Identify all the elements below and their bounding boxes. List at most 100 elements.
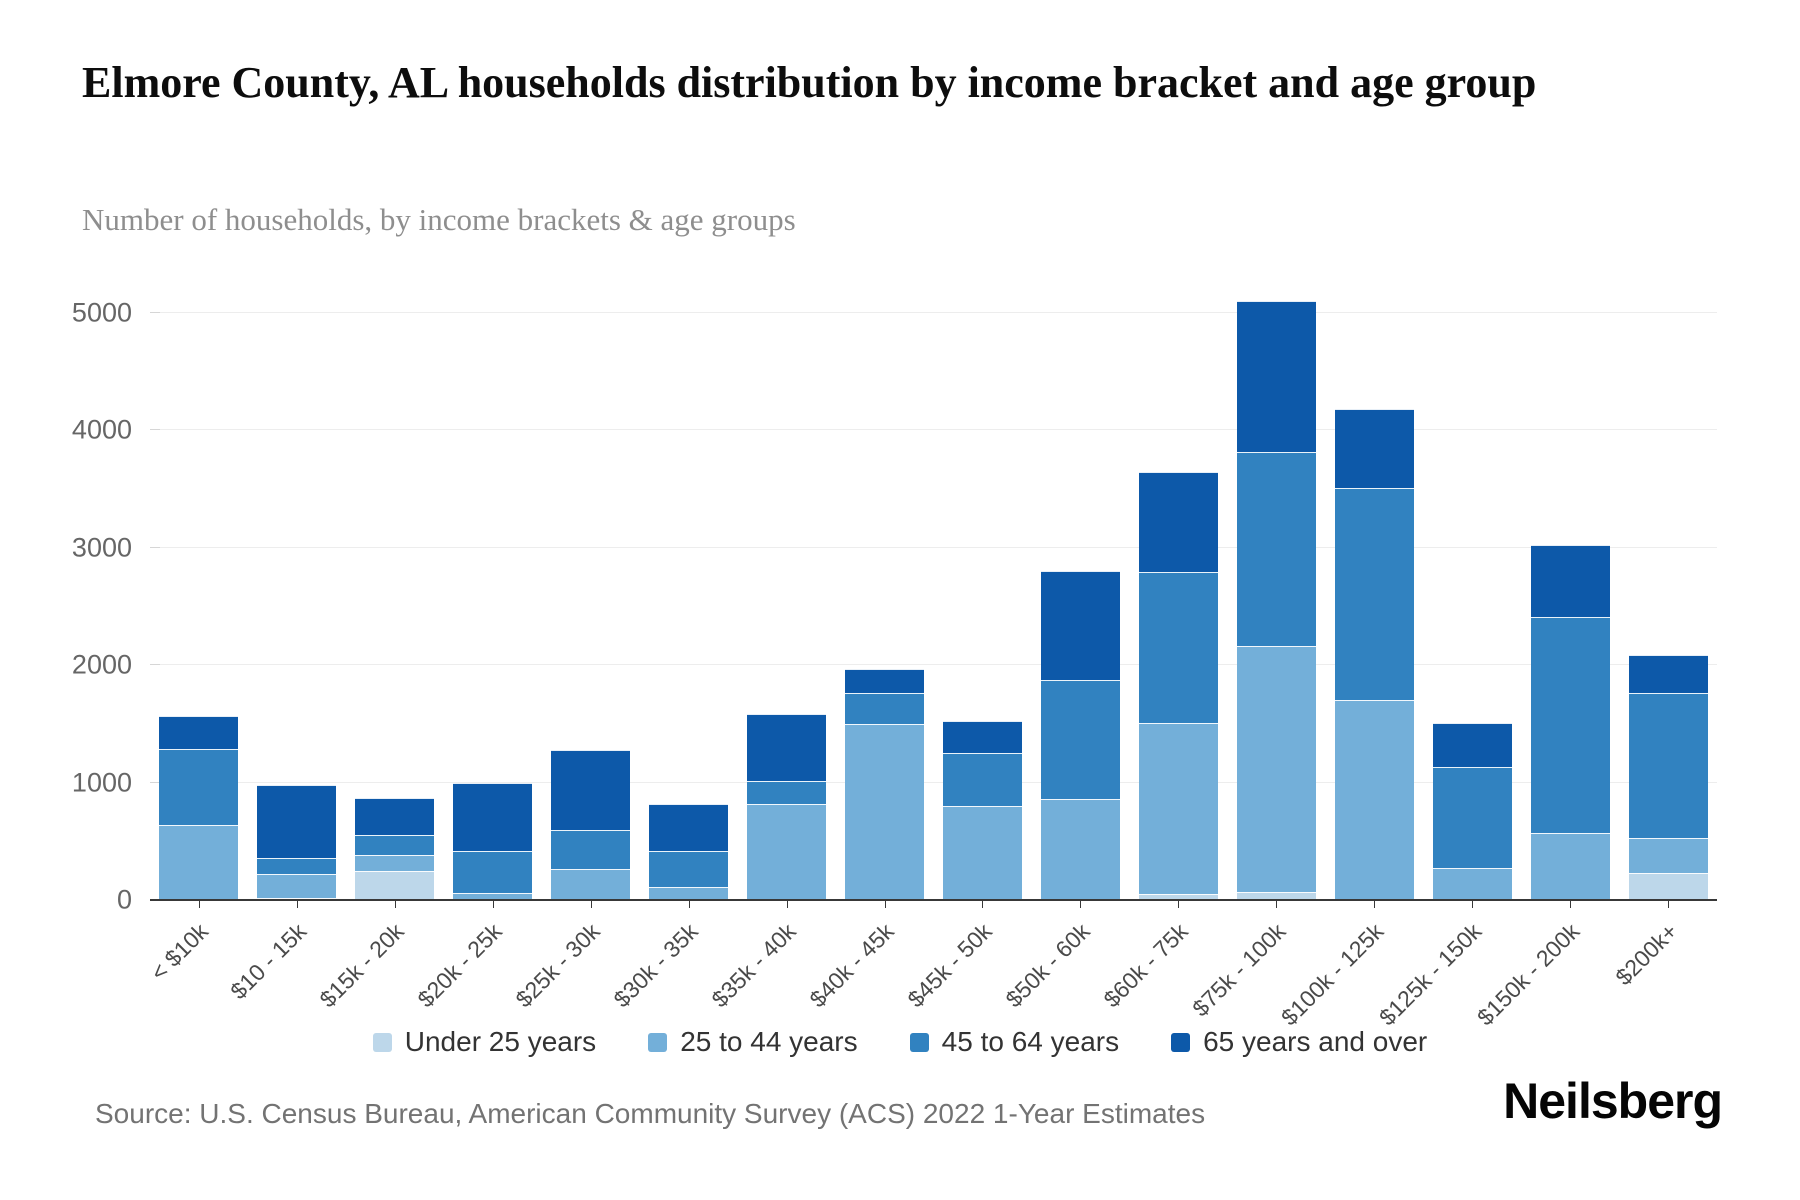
- bar-segment[interactable]: [551, 829, 631, 869]
- x-axis-tick: [1374, 900, 1376, 908]
- bar-segment[interactable]: [1628, 692, 1708, 838]
- legend-label: 25 to 44 years: [680, 1026, 858, 1057]
- bar-segment[interactable]: [1236, 300, 1316, 453]
- bar-25k-30k: [551, 749, 631, 900]
- bar-segment[interactable]: [159, 715, 239, 750]
- x-axis-label: $100k - 125k: [1276, 918, 1389, 1031]
- gridline-y-2000: [150, 664, 1717, 665]
- bar-segment[interactable]: [845, 668, 925, 694]
- x-axis-tick: [982, 900, 984, 908]
- x-axis-label: $60k - 75k: [1098, 918, 1193, 1013]
- bar-40k-45k: [845, 668, 925, 900]
- bar-segment[interactable]: [1530, 833, 1610, 900]
- bar-segment[interactable]: [1138, 472, 1218, 573]
- bar-45k-50k: [942, 721, 1022, 900]
- bar-segment[interactable]: [1236, 452, 1316, 647]
- bar-segment[interactable]: [1432, 868, 1512, 900]
- bar-10-15k: [257, 784, 337, 900]
- bar-segment[interactable]: [1236, 646, 1316, 892]
- bar-segment[interactable]: [355, 855, 435, 871]
- bar-segment[interactable]: [1530, 545, 1610, 617]
- bar-segment[interactable]: [942, 721, 1022, 754]
- bar-segment[interactable]: [649, 887, 729, 900]
- y-axis-tick: [150, 781, 160, 783]
- bar-segment[interactable]: [1628, 872, 1708, 900]
- bar-segment[interactable]: [1040, 798, 1120, 900]
- bar-segment[interactable]: [747, 781, 827, 805]
- bar-segment[interactable]: [453, 850, 533, 893]
- x-axis-label: $200k+: [1610, 918, 1683, 991]
- bar-segment[interactable]: [649, 851, 729, 888]
- bar-segment[interactable]: [1628, 837, 1708, 873]
- x-axis-tick: [1276, 900, 1278, 908]
- bar-segment[interactable]: [257, 874, 337, 898]
- bar-segment[interactable]: [1432, 722, 1512, 768]
- x-axis-tick: [1472, 900, 1474, 908]
- bar-150k-200k: [1530, 545, 1610, 900]
- x-axis-tick: [492, 900, 494, 908]
- y-axis-tick: [150, 311, 160, 313]
- y-axis-tick: [150, 546, 160, 548]
- source-note: Source: U.S. Census Bureau, American Com…: [95, 1098, 1206, 1129]
- x-axis-label: $20k - 25k: [412, 918, 508, 1013]
- bar-segment[interactable]: [453, 782, 533, 851]
- x-axis-label: $150k - 200k: [1472, 918, 1585, 1031]
- bar-segment[interactable]: [1236, 891, 1316, 900]
- bar-segment[interactable]: [1138, 894, 1218, 900]
- x-axis-label: $125k - 150k: [1374, 918, 1487, 1031]
- bar-segment[interactable]: [942, 753, 1022, 806]
- legend-item-under-25-years[interactable]: Under 25 years: [372, 1026, 597, 1058]
- bar-segment[interactable]: [159, 749, 239, 825]
- y-axis-label-0: 0: [116, 884, 132, 915]
- bar-60k-75k: [1138, 472, 1218, 900]
- x-axis-tick: [786, 900, 788, 908]
- bar-segment[interactable]: [551, 749, 631, 830]
- bar-segment[interactable]: [1334, 408, 1414, 488]
- bar-segment[interactable]: [1040, 571, 1120, 681]
- bar-segment[interactable]: [159, 824, 239, 900]
- y-axis-label-1000: 1000: [71, 767, 132, 797]
- x-axis-label: $25k - 30k: [510, 918, 606, 1013]
- bar-segment[interactable]: [453, 892, 533, 900]
- bar-segment[interactable]: [845, 693, 925, 724]
- bar-35k-40k: [747, 714, 827, 900]
- bar-segment[interactable]: [1138, 572, 1218, 723]
- legend-item-25-to-44-years[interactable]: 25 to 44 years: [648, 1026, 858, 1058]
- bar-segment[interactable]: [1138, 722, 1218, 895]
- bar-segment[interactable]: [942, 806, 1022, 900]
- bar-30k-35k: [649, 804, 729, 900]
- bar-segment[interactable]: [257, 784, 337, 858]
- x-axis-tick: [1178, 900, 1180, 908]
- x-axis-label: < $10k: [145, 918, 214, 986]
- bar-segment[interactable]: [355, 835, 435, 856]
- bar-100k-125k: [1334, 408, 1414, 900]
- bar-segment[interactable]: [551, 868, 631, 900]
- bar-segment[interactable]: [649, 804, 729, 852]
- bar-segment[interactable]: [747, 804, 827, 900]
- bar-segment[interactable]: [845, 723, 925, 900]
- gridline-y-5000: [150, 311, 1717, 313]
- bar-segment[interactable]: [1530, 616, 1610, 834]
- bar-segment[interactable]: [1628, 655, 1708, 693]
- bar-segment[interactable]: [257, 857, 337, 875]
- bar-segment[interactable]: [1432, 767, 1512, 869]
- bar-50k-60k: [1040, 571, 1120, 900]
- y-axis-tick: [150, 664, 160, 665]
- y-axis-label-3000: 3000: [71, 532, 132, 562]
- bar-segment[interactable]: [1334, 700, 1414, 900]
- x-axis-line: [150, 899, 1717, 901]
- legend-item-65-years-and-over[interactable]: 65 years and over: [1171, 1026, 1427, 1058]
- legend-label: 65 years and over: [1203, 1026, 1428, 1057]
- x-axis-label: $15k - 20k: [314, 918, 410, 1013]
- legend-label: 45 to 64 years: [941, 1026, 1120, 1057]
- bar-segment[interactable]: [1040, 680, 1120, 799]
- bar-segment[interactable]: [747, 714, 827, 782]
- bar-segment[interactable]: [355, 797, 435, 836]
- x-axis-tick: [590, 900, 592, 908]
- legend-item-45-to-64-years[interactable]: 45 to 64 years: [909, 1026, 1120, 1058]
- bar-segment[interactable]: [1334, 487, 1414, 701]
- bar-segment[interactable]: [355, 870, 435, 900]
- legend-label: Under 25 years: [404, 1026, 597, 1057]
- bar-segment[interactable]: [257, 897, 337, 900]
- legend-swatch: [1171, 1032, 1191, 1052]
